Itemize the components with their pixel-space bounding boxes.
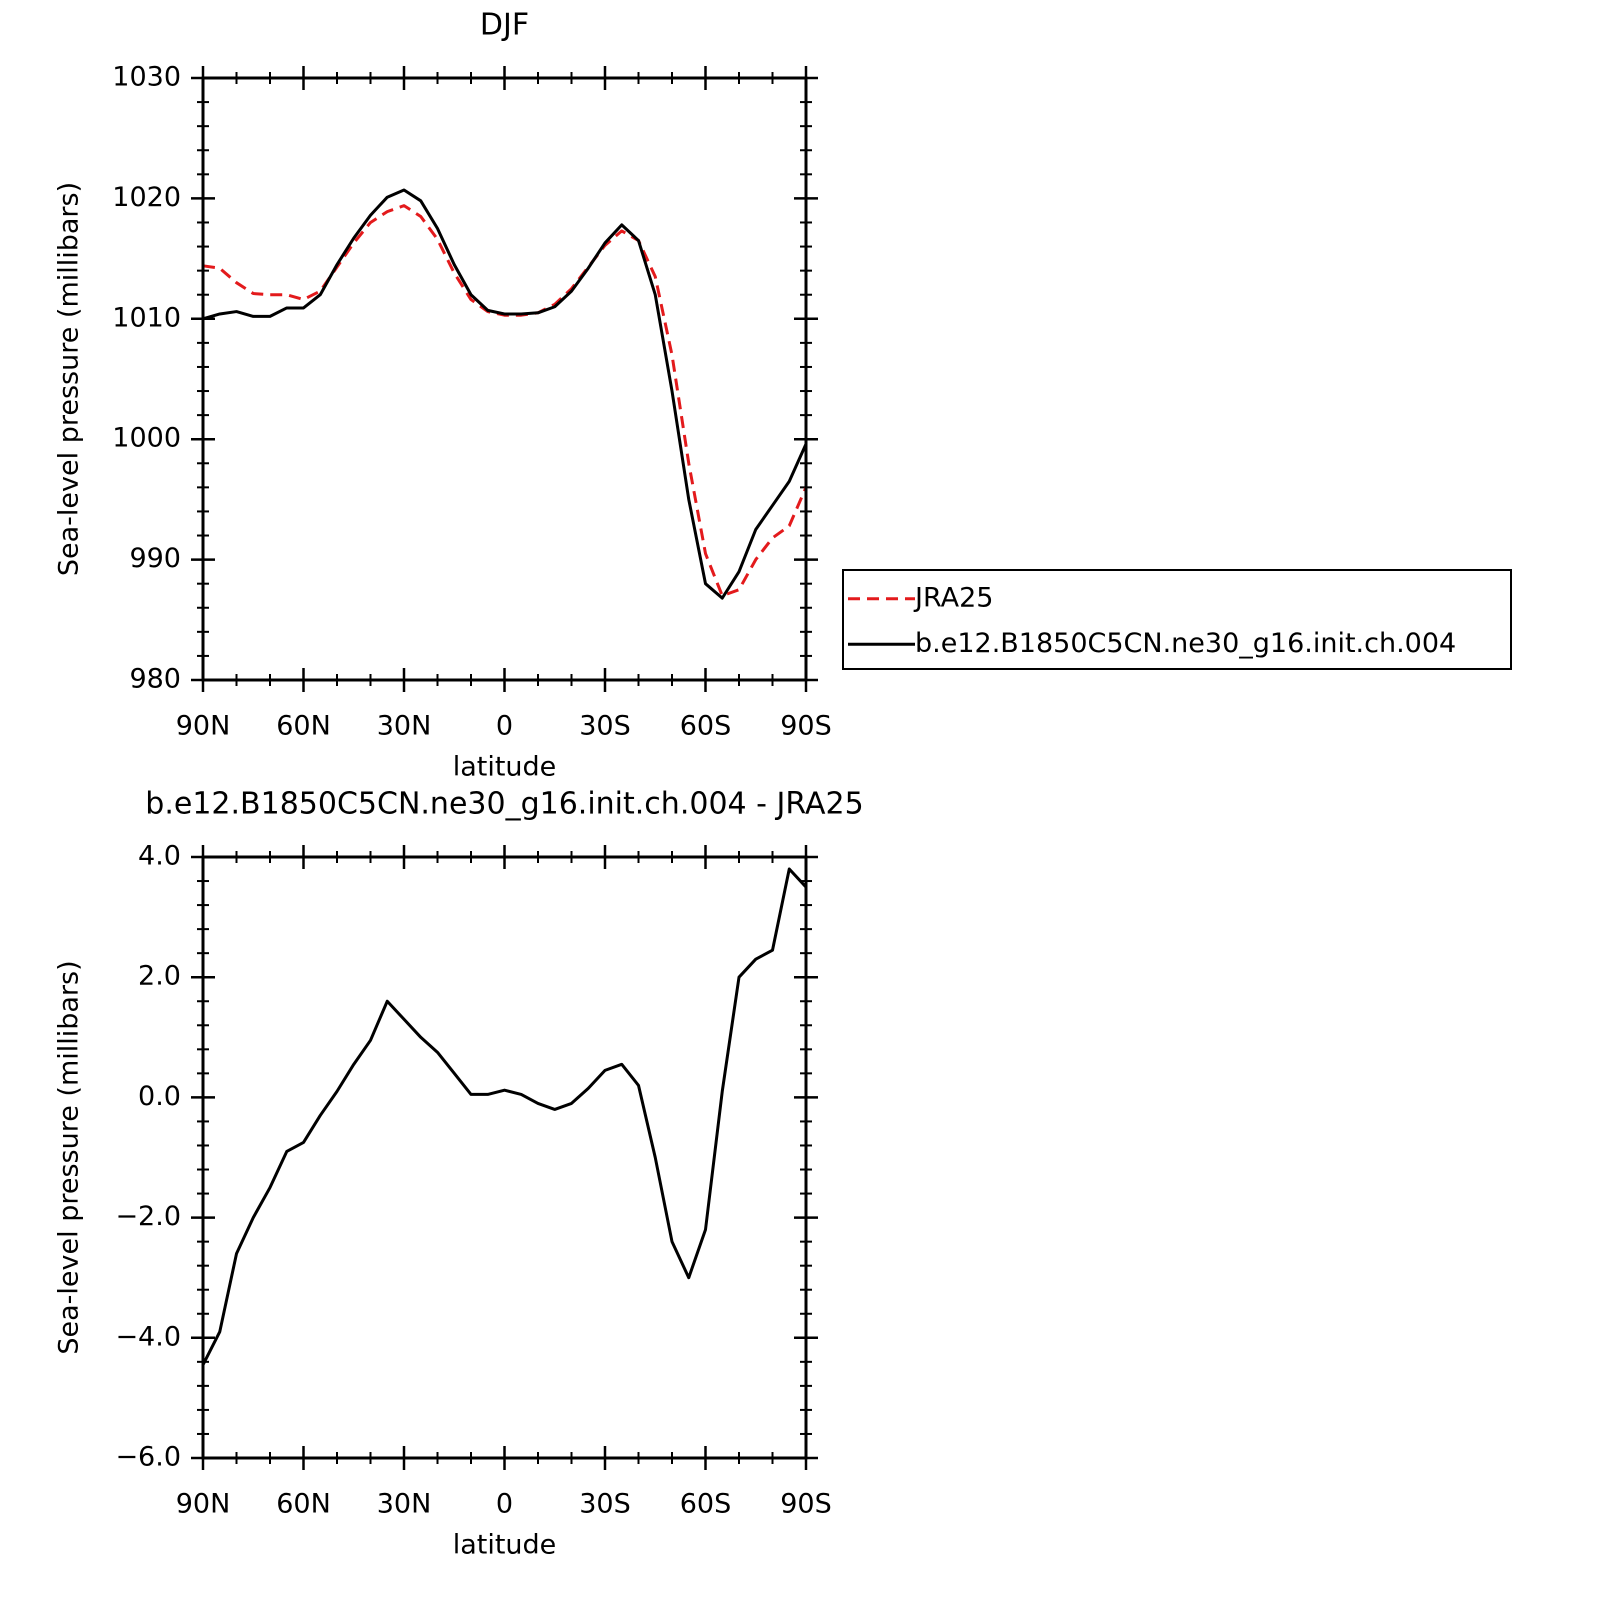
x-tick-label: 60N: [276, 711, 331, 742]
y-tick-label: 2.0: [138, 961, 181, 992]
y-tick-label: 1010: [112, 302, 181, 333]
y-tick-label: 4.0: [138, 841, 181, 872]
y-axis-label: Sea-level pressure (millibars): [54, 182, 85, 576]
x-tick-label: 30S: [579, 711, 631, 742]
x-tick-label: 90N: [176, 1489, 231, 1520]
y-tick-label: 1030: [112, 62, 181, 93]
data-line: [202, 204, 808, 598]
x-tick-label: 90S: [780, 1489, 832, 1520]
data-line: [201, 867, 808, 1366]
chart-title: b.e12.B1850C5CN.ne30_g16.init.ch.004 - J…: [145, 787, 863, 822]
plot-frame: [201, 76, 808, 682]
legend-label: b.e12.B1850C5CN.ne30_g16.init.ch.004: [915, 628, 1456, 659]
x-tick-label: 0: [496, 711, 513, 742]
x-axis-label: latitude: [453, 1530, 557, 1561]
x-tick-label: 30S: [579, 1489, 631, 1520]
x-tick-label: 30N: [377, 711, 432, 742]
y-axis-label: Sea-level pressure (millibars): [54, 960, 85, 1354]
data-line: [202, 188, 808, 600]
x-tick-label: 60N: [276, 1489, 331, 1520]
x-tick-label: 90N: [176, 711, 231, 742]
legend-box: [842, 569, 1512, 670]
y-tick-label: −4.0: [115, 1321, 181, 1352]
x-tick-label: 60S: [680, 1489, 732, 1520]
plot-frame: [201, 855, 808, 1460]
y-tick-label: 1020: [112, 182, 181, 213]
y-tick-label: 990: [129, 543, 181, 574]
y-tick-label: 1000: [112, 423, 181, 454]
y-tick-label: 980: [129, 664, 181, 695]
x-axis-label: latitude: [453, 752, 557, 783]
y-tick-label: −6.0: [115, 1442, 181, 1473]
x-tick-label: 30N: [377, 1489, 432, 1520]
chart-title: DJF: [480, 8, 529, 43]
y-tick-label: −2.0: [115, 1201, 181, 1232]
x-tick-label: 90S: [780, 711, 832, 742]
legend-label: JRA25: [913, 582, 993, 613]
x-tick-label: 0: [496, 1489, 513, 1520]
y-tick-label: 0.0: [138, 1081, 181, 1112]
x-tick-label: 60S: [680, 711, 732, 742]
